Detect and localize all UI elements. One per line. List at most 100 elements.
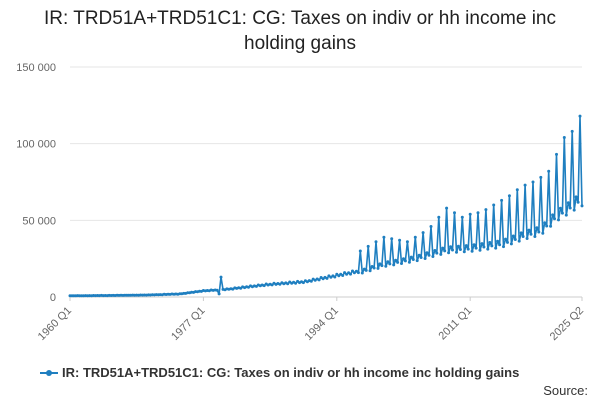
data-point[interactable] (394, 258, 398, 262)
data-point[interactable] (458, 248, 462, 251)
data-point[interactable] (376, 266, 380, 270)
data-point[interactable] (439, 252, 443, 256)
data-point[interactable] (523, 183, 527, 187)
data-point[interactable] (568, 206, 572, 210)
data-point[interactable] (396, 260, 400, 264)
data-point[interactable] (545, 224, 549, 228)
data-point[interactable] (294, 281, 298, 285)
data-point[interactable] (407, 260, 411, 264)
data-point[interactable] (309, 279, 313, 283)
data-point[interactable] (517, 239, 521, 243)
data-point[interactable] (427, 253, 431, 257)
data-point[interactable] (343, 271, 347, 275)
data-point[interactable] (455, 250, 458, 254)
data-point[interactable] (541, 231, 545, 235)
data-point[interactable] (509, 242, 513, 246)
data-point[interactable] (515, 188, 519, 192)
data-point[interactable] (492, 203, 496, 207)
data-point[interactable] (217, 292, 221, 296)
data-point[interactable] (482, 245, 486, 249)
data-point[interactable] (466, 247, 470, 251)
data-point[interactable] (574, 195, 578, 199)
data-point[interactable] (392, 263, 396, 267)
data-point[interactable] (215, 288, 219, 292)
data-point[interactable] (335, 272, 339, 276)
data-point[interactable] (368, 269, 372, 273)
data-point[interactable] (527, 228, 531, 232)
data-point[interactable] (494, 246, 498, 250)
data-point[interactable] (366, 244, 370, 248)
data-point[interactable] (352, 271, 356, 275)
data-point[interactable] (405, 240, 409, 244)
data-point[interactable] (449, 245, 453, 249)
data-point[interactable] (372, 266, 376, 270)
data-point[interactable] (429, 225, 433, 228)
legend[interactable]: IR: TRD51A+TRD51C1: CG: Taxes on indiv o… (40, 365, 600, 380)
data-point[interactable] (351, 269, 354, 273)
data-point[interactable] (409, 255, 413, 259)
data-point[interactable] (519, 231, 523, 235)
data-point[interactable] (453, 211, 456, 215)
data-point[interactable] (460, 215, 464, 219)
data-point[interactable] (578, 114, 582, 118)
data-point[interactable] (476, 211, 480, 215)
data-point[interactable] (431, 255, 435, 258)
data-point[interactable] (531, 180, 535, 184)
data-point[interactable] (447, 251, 451, 255)
data-point[interactable] (529, 232, 533, 236)
data-point[interactable] (417, 253, 421, 257)
data-point[interactable] (535, 226, 539, 230)
data-point[interactable] (496, 239, 500, 243)
data-point[interactable] (380, 264, 384, 268)
data-point[interactable] (325, 276, 329, 280)
data-point[interactable] (504, 237, 507, 241)
data-point[interactable] (445, 206, 449, 210)
data-point[interactable] (286, 282, 290, 286)
data-point[interactable] (486, 247, 490, 251)
data-point[interactable] (549, 224, 553, 228)
data-point[interactable] (423, 257, 427, 260)
data-point[interactable] (537, 230, 541, 234)
data-point[interactable] (576, 200, 580, 204)
data-point[interactable] (566, 201, 570, 205)
data-point[interactable] (456, 244, 460, 248)
data-point[interactable] (382, 235, 386, 239)
data-point[interactable] (419, 256, 423, 259)
data-point[interactable] (374, 240, 378, 244)
data-point[interactable] (398, 238, 402, 242)
data-point[interactable] (433, 249, 437, 252)
data-point[interactable] (570, 129, 574, 133)
data-point[interactable] (262, 284, 266, 288)
data-point[interactable] (498, 243, 502, 247)
data-point[interactable] (413, 235, 417, 239)
data-point[interactable] (478, 248, 482, 252)
data-point[interactable] (480, 242, 484, 246)
data-point[interactable] (451, 248, 454, 252)
data-point[interactable] (557, 218, 560, 222)
data-point[interactable] (558, 206, 562, 210)
data-point[interactable] (525, 237, 529, 240)
data-point[interactable] (488, 241, 492, 244)
data-point[interactable] (333, 275, 337, 279)
data-point[interactable] (411, 258, 415, 261)
data-point[interactable] (400, 262, 403, 265)
data-point[interactable] (301, 281, 305, 285)
data-point[interactable] (470, 249, 474, 253)
data-point[interactable] (317, 278, 321, 282)
data-point[interactable] (551, 213, 555, 217)
data-point[interactable] (378, 262, 382, 266)
data-point[interactable] (513, 238, 517, 241)
data-point[interactable] (360, 271, 364, 275)
data-point[interactable] (543, 221, 547, 225)
data-point[interactable] (572, 208, 576, 212)
data-point[interactable] (464, 244, 468, 248)
data-point[interactable] (562, 136, 566, 139)
data-point[interactable] (437, 215, 441, 219)
data-point[interactable] (564, 213, 568, 217)
data-point[interactable] (533, 235, 537, 238)
data-point[interactable] (364, 268, 368, 272)
data-point[interactable] (390, 237, 394, 241)
data-point[interactable] (468, 212, 472, 216)
data-point[interactable] (421, 231, 425, 235)
data-point[interactable] (358, 249, 362, 253)
